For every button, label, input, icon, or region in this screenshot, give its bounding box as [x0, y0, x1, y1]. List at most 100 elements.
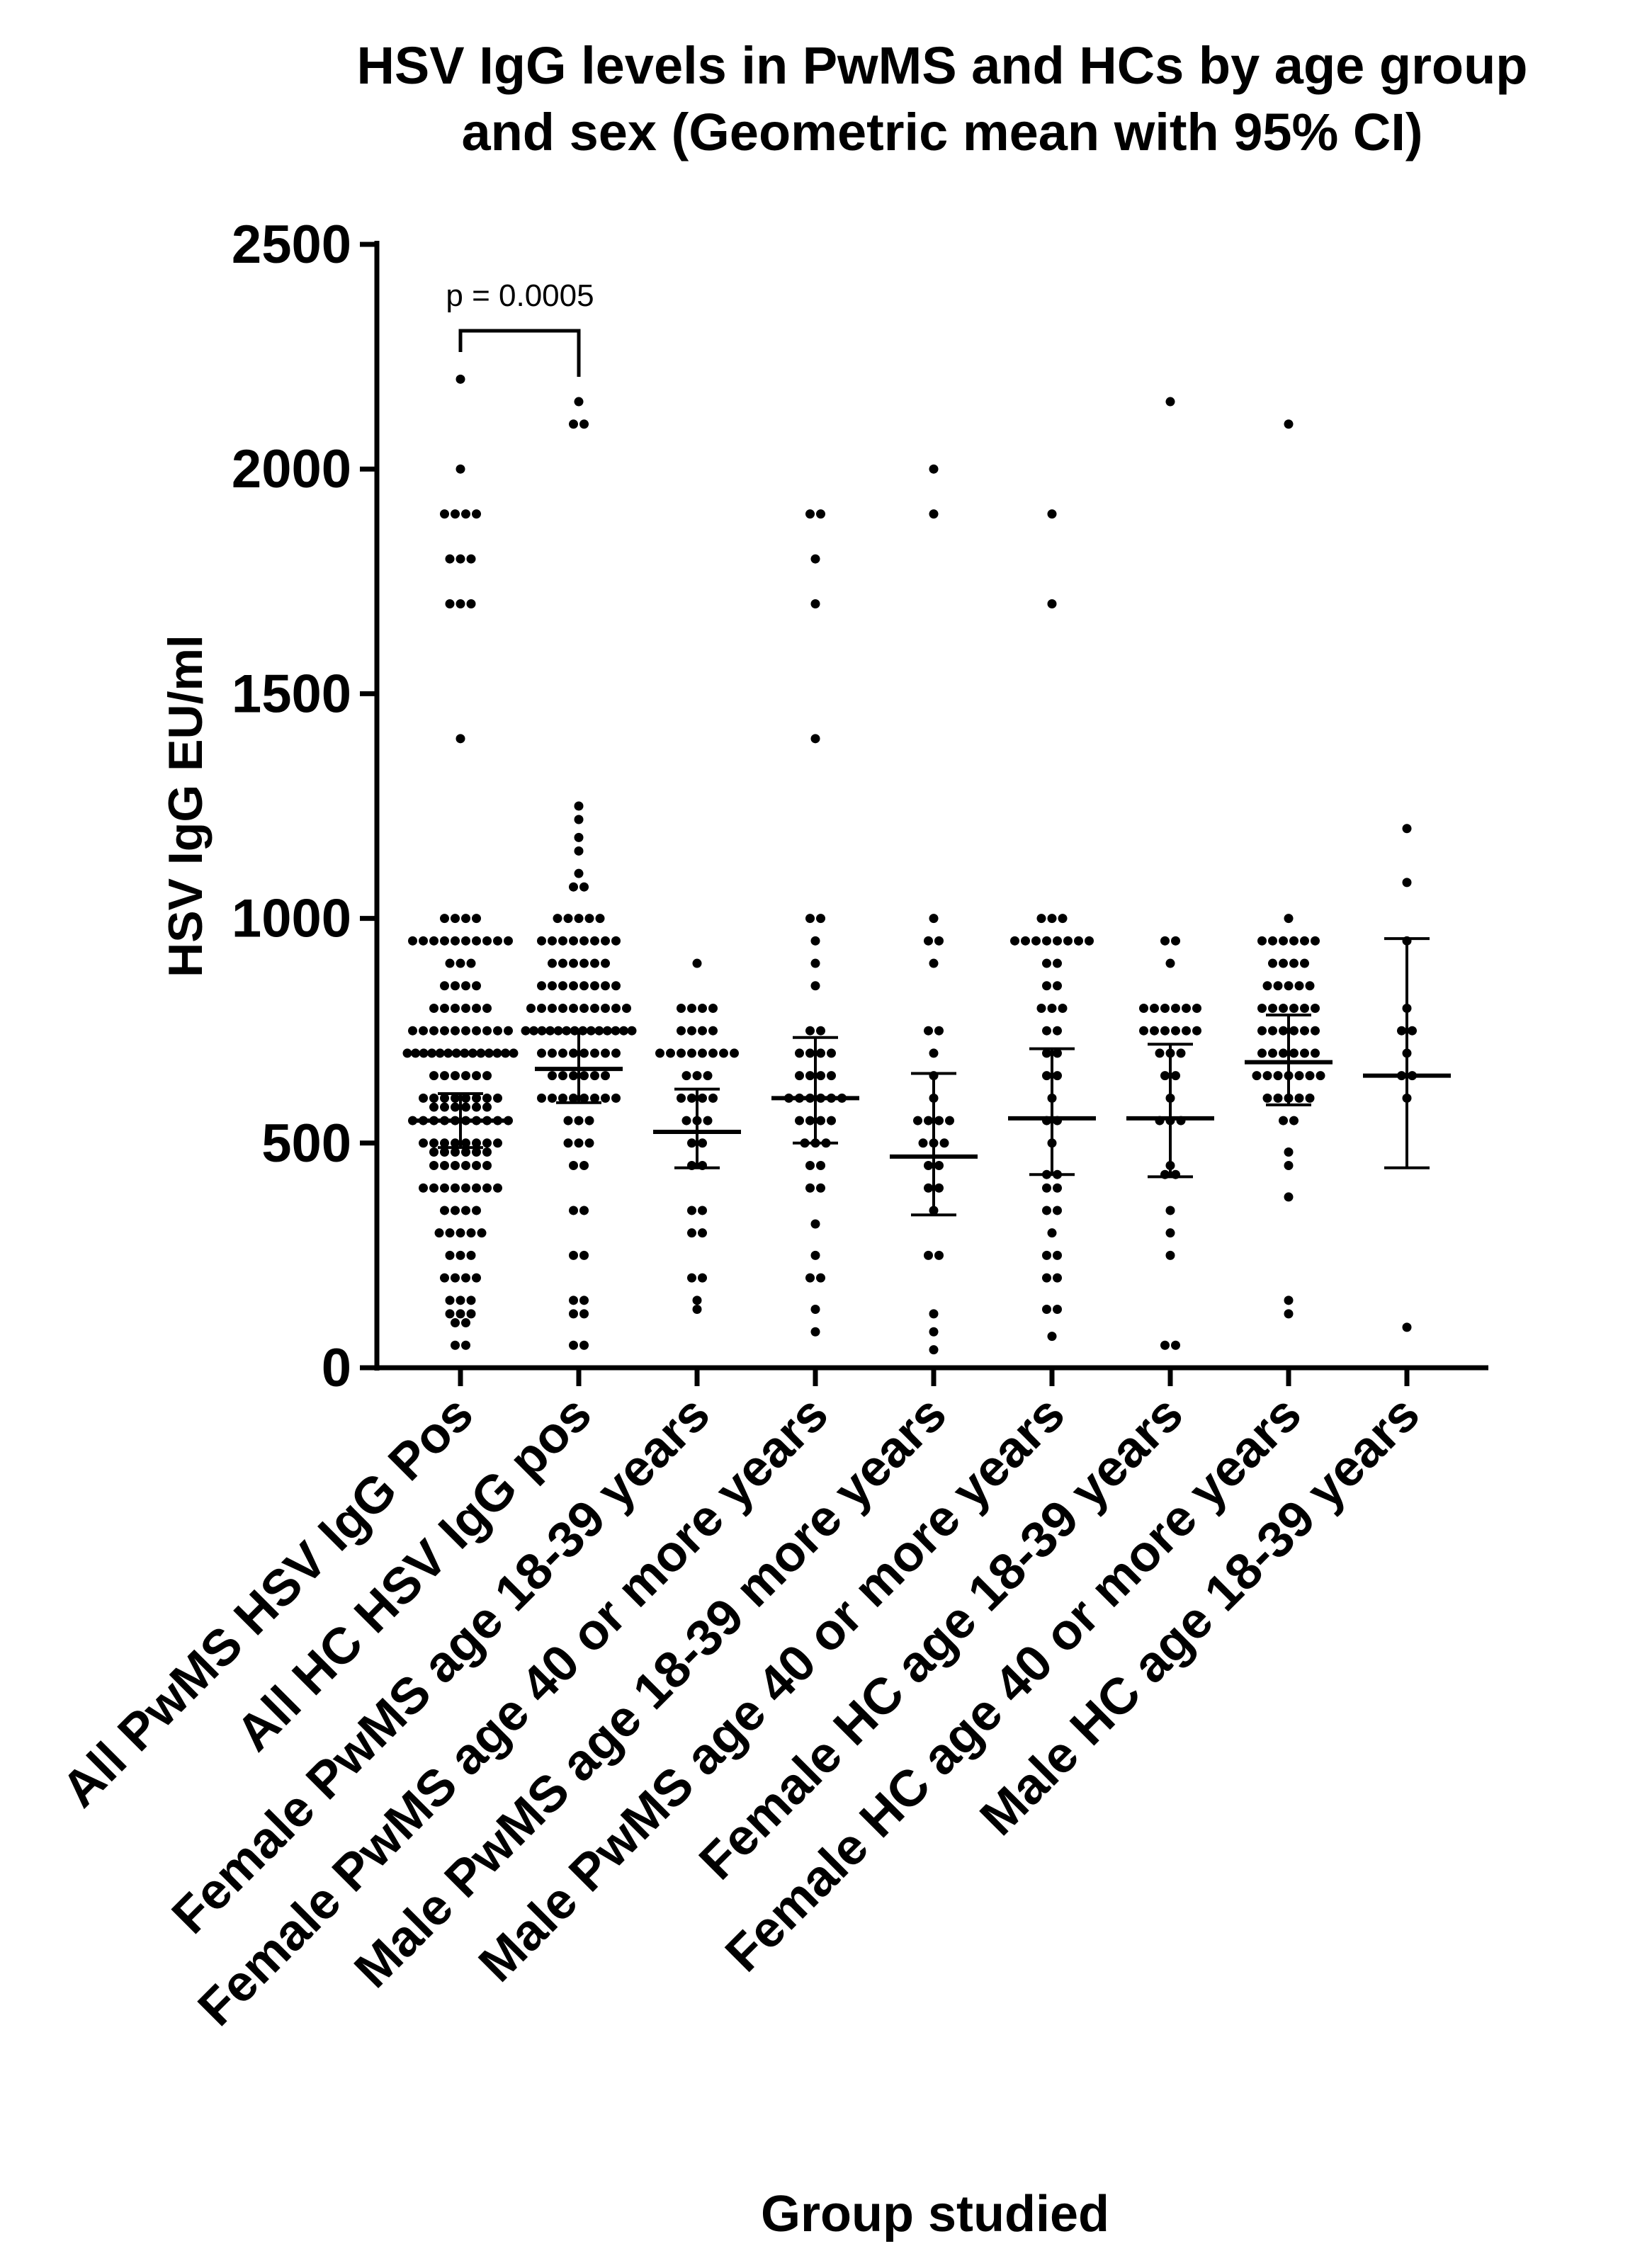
data-point — [461, 1026, 470, 1036]
data-point — [924, 1250, 933, 1260]
data-point — [1408, 1026, 1417, 1036]
data-point — [504, 936, 513, 946]
data-point — [687, 1273, 696, 1283]
data-point — [1300, 1026, 1309, 1036]
data-point — [476, 1048, 486, 1058]
data-point — [472, 1183, 481, 1193]
data-point — [579, 1093, 589, 1103]
data-point — [1160, 1071, 1170, 1081]
data-point — [590, 1048, 599, 1058]
data-point — [687, 1048, 696, 1058]
data-point — [1139, 1003, 1148, 1013]
data-point — [461, 1102, 470, 1112]
data-point — [918, 1138, 928, 1148]
data-point — [460, 1048, 470, 1058]
data-point — [429, 1003, 439, 1013]
data-point — [440, 1273, 449, 1283]
data-point — [1053, 958, 1062, 968]
data-point — [692, 1295, 702, 1305]
data-point — [461, 1318, 470, 1328]
data-point — [434, 1228, 444, 1238]
data-point — [1171, 936, 1180, 946]
data-point — [558, 1003, 567, 1013]
data-point — [461, 1071, 470, 1081]
data-point — [805, 1183, 815, 1193]
data-point — [574, 868, 584, 878]
data-point — [1268, 1003, 1277, 1013]
data-point — [537, 1003, 546, 1013]
data-point — [569, 1003, 578, 1013]
data-point — [1316, 1071, 1325, 1081]
data-point — [692, 1305, 702, 1315]
data-point — [509, 1048, 519, 1058]
data-point — [1171, 1026, 1180, 1036]
data-point — [1279, 958, 1288, 968]
data-point — [1160, 1003, 1170, 1013]
data-point — [411, 1048, 421, 1058]
y-tick-label: 2500 — [232, 215, 351, 275]
data-point — [451, 1138, 460, 1148]
data-point — [440, 1206, 449, 1215]
data-point — [537, 1048, 546, 1058]
data-point — [548, 958, 557, 968]
data-point — [677, 1093, 686, 1103]
data-point — [472, 1026, 481, 1036]
data-point — [1074, 936, 1083, 946]
data-point — [1305, 981, 1315, 991]
data-point — [579, 882, 589, 892]
data-point — [574, 914, 584, 924]
data-point — [429, 1147, 439, 1157]
data-point — [537, 1093, 546, 1103]
y-tick-label: 1000 — [232, 889, 351, 949]
data-point — [687, 1026, 696, 1036]
data-point — [827, 1048, 836, 1058]
data-point — [472, 1147, 481, 1157]
data-point — [595, 914, 605, 924]
data-point — [429, 936, 439, 946]
data-point — [1053, 1183, 1062, 1193]
data-point — [601, 1093, 610, 1103]
data-point — [456, 374, 465, 384]
data-point — [461, 1206, 470, 1215]
data-point — [579, 1206, 589, 1215]
data-point — [563, 1138, 573, 1148]
data-point — [1010, 936, 1019, 946]
data-point — [440, 981, 449, 991]
data-point — [435, 1048, 445, 1058]
data-point — [451, 1026, 460, 1036]
data-point — [622, 1003, 631, 1013]
data-point — [708, 1048, 718, 1058]
data-point — [429, 1183, 439, 1193]
data-point — [810, 1250, 820, 1260]
data-point — [816, 914, 825, 924]
y-tick-label: 500 — [261, 1113, 351, 1174]
data-point — [602, 1026, 612, 1036]
data-point — [929, 464, 939, 474]
data-point — [1042, 1250, 1051, 1260]
data-point — [466, 1250, 476, 1260]
significance-bracket — [458, 329, 581, 377]
data-point — [590, 981, 599, 991]
data-point — [618, 1026, 628, 1036]
data-point — [558, 958, 567, 968]
data-point — [1053, 1026, 1062, 1036]
data-point — [558, 1048, 567, 1058]
data-point — [1279, 1003, 1288, 1013]
data-point — [579, 958, 589, 968]
data-point — [810, 599, 820, 609]
data-point — [1021, 936, 1030, 946]
data-point — [548, 936, 557, 946]
data-point — [419, 1183, 428, 1193]
data-point — [934, 936, 944, 946]
data-point — [1042, 1305, 1051, 1315]
data-point — [451, 981, 460, 991]
data-point — [482, 1161, 492, 1171]
data-point — [805, 1071, 815, 1081]
data-point — [805, 1161, 815, 1171]
data-point — [569, 1340, 578, 1350]
data-point — [1160, 1026, 1170, 1036]
data-point — [934, 1116, 944, 1126]
data-point — [687, 1093, 696, 1103]
data-point — [1268, 958, 1277, 968]
data-point — [945, 1116, 954, 1126]
